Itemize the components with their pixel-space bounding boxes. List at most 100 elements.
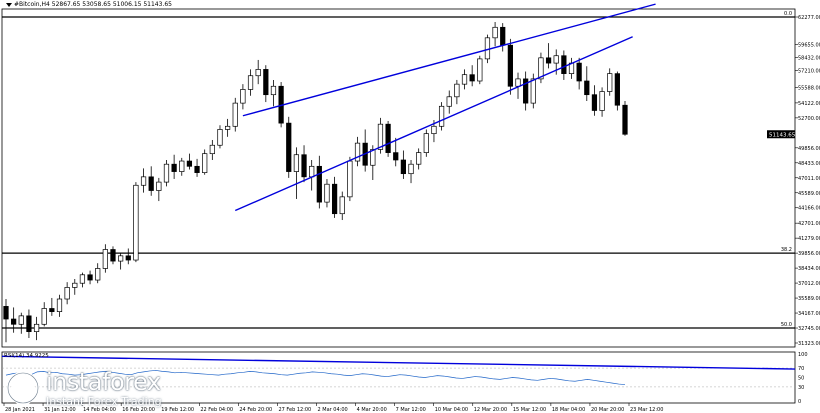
candle-body [477, 58, 483, 82]
dropdown-icon[interactable] [6, 2, 12, 7]
level-marker: 38.2 [781, 247, 792, 253]
candle-body [186, 160, 193, 167]
symbol-header-text: #Bitcoin,H4 52867.65 53058.65 51006.15 5… [14, 1, 172, 8]
trend-channel[interactable] [234, 3, 656, 212]
time-label: 4 Mar 20:00 [357, 407, 387, 413]
candle-body [232, 102, 238, 127]
candle-body [454, 83, 460, 98]
candle-body [293, 154, 300, 172]
candle-body [11, 318, 17, 325]
candle-body [240, 89, 246, 104]
brand-tagline: Instant Forex Trading [46, 394, 162, 408]
candle-body [133, 184, 139, 261]
candle-body [125, 255, 131, 261]
candle-body [461, 74, 468, 85]
candle-body [538, 57, 544, 80]
price-label: 57210.00 [798, 68, 820, 74]
price-label: 37012.00 [798, 281, 820, 287]
candle-body [492, 26, 498, 39]
price-label: 52700.00 [798, 116, 820, 122]
rsi-axis-label: 70 [798, 366, 804, 372]
logo-mark-icon [6, 371, 40, 405]
candle-body [354, 142, 361, 162]
time-label: 31 Jan 12:00 [44, 407, 76, 413]
price-label: 42701.00 [798, 221, 820, 227]
candle-body [18, 315, 24, 325]
candle-body [41, 308, 47, 325]
time-label: 2 Mar 04:00 [318, 407, 348, 413]
time-label: 19 Feb 12:00 [161, 407, 194, 413]
rsi-panel: 100 70 50 30 0 [1, 352, 808, 405]
time-label: 20 Mar 20:00 [591, 407, 624, 413]
candle-body [408, 163, 414, 175]
candle-body [56, 298, 63, 312]
price-label: 48433.00 [798, 161, 820, 167]
price-label: 59655.00 [798, 43, 820, 49]
time-label: 27 Feb 12:00 [278, 407, 311, 413]
candle-body [591, 94, 598, 111]
candle-body [484, 37, 491, 60]
main-panel-border [1, 8, 796, 348]
candle-body [3, 306, 9, 320]
candle-body [515, 78, 521, 87]
price-label: 55588.00 [798, 85, 820, 91]
price-label: 32745.00 [798, 326, 820, 332]
rsi-label: RSI(14) 34.9225 [4, 353, 49, 359]
price-label: 58432.00 [798, 55, 820, 61]
candle-body [576, 62, 582, 82]
candle-body [416, 152, 422, 165]
channel-line-lower [234, 36, 633, 212]
rsi-line [5, 370, 626, 385]
channel-line-upper [242, 3, 656, 117]
chart-frame [1, 8, 796, 404]
rsi-axis-label: 0 [798, 399, 801, 405]
candle-body [286, 122, 292, 172]
current-price-tag [767, 130, 795, 139]
time-label: 14 Feb 04:00 [83, 407, 116, 413]
candle-body [64, 287, 70, 300]
price-label: 45589.00 [798, 191, 820, 197]
candle-body [87, 274, 93, 281]
candle-body [194, 165, 200, 173]
candle-body [614, 73, 620, 106]
candle-body [530, 78, 536, 104]
time-label: 22 Feb 04:00 [200, 407, 233, 413]
candle-body [148, 176, 154, 191]
candle-body [469, 74, 475, 82]
candle-body [446, 96, 452, 107]
price-label: 44166.00 [798, 206, 820, 212]
candle-body [423, 133, 429, 153]
time-axis: 28 Jan 2021 31 Jan 12:00 14 Feb 04:00 16 Fe… [3, 403, 663, 413]
candle-body [316, 165, 322, 203]
candle-body [523, 78, 529, 104]
candle-body [163, 163, 170, 183]
candle-body [79, 274, 86, 284]
candle-body [385, 123, 391, 153]
candle-body [324, 183, 330, 203]
price-label: 62277.00 [798, 15, 820, 21]
candle-body [95, 268, 101, 281]
time-label: 7 Mar 12:00 [396, 407, 426, 413]
candle-body [500, 26, 506, 46]
price-label: 49856.00 [798, 146, 820, 152]
candle-body [377, 123, 384, 150]
candle-body [156, 181, 162, 191]
candle-body [209, 144, 215, 155]
candle-body [118, 255, 124, 262]
candle-body [102, 249, 108, 269]
time-label: 16 Feb 20:00 [122, 407, 155, 413]
time-label: 12 Mar 20:00 [474, 407, 507, 413]
candle-body [33, 323, 40, 333]
price-label: 41279.00 [798, 236, 820, 242]
candle-body [217, 129, 223, 146]
price-label: 38434.00 [798, 266, 820, 272]
price-label: 39856.00 [798, 251, 820, 257]
rsi-axis-label: 50 [798, 376, 804, 382]
candle-body [438, 105, 445, 127]
candle-body [179, 160, 185, 172]
time-label: 23 Mar 12:00 [630, 407, 663, 413]
price-label: 54122.00 [798, 101, 820, 107]
candle-body [110, 249, 116, 262]
candle-body [202, 153, 208, 173]
